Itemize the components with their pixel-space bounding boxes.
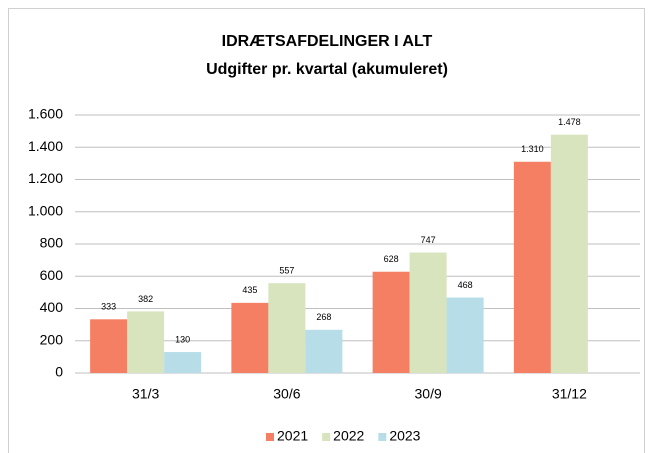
y-tick-label: 1.400 bbox=[28, 138, 63, 154]
legend-label: 2023 bbox=[389, 428, 420, 444]
chart-subtitle: Udgifter pr. kvartal (akumuleret) bbox=[206, 61, 448, 78]
chart-title: IDRÆTSAFDELINGER I ALT bbox=[222, 33, 433, 50]
x-tick-label: 31/3 bbox=[132, 386, 159, 402]
value-label: 468 bbox=[458, 280, 473, 290]
value-label: 382 bbox=[138, 294, 153, 304]
value-label: 557 bbox=[279, 266, 294, 276]
bar bbox=[305, 329, 343, 373]
legend-swatch bbox=[322, 433, 331, 441]
x-tick-label: 30/9 bbox=[415, 386, 442, 402]
legend-swatch bbox=[266, 433, 274, 441]
x-tick-label: 30/6 bbox=[273, 386, 300, 402]
bar bbox=[127, 311, 165, 373]
bar bbox=[268, 283, 306, 373]
bar bbox=[372, 271, 410, 373]
value-label: 130 bbox=[175, 334, 190, 344]
bar bbox=[90, 319, 128, 373]
value-label: 268 bbox=[316, 312, 331, 322]
legend-label: 2022 bbox=[333, 428, 364, 444]
bar bbox=[231, 302, 269, 373]
y-tick-label: 600 bbox=[40, 267, 64, 283]
y-tick-label: 400 bbox=[40, 299, 64, 315]
legend-label: 2021 bbox=[277, 428, 308, 444]
value-label: 747 bbox=[421, 235, 436, 245]
y-tick-label: 200 bbox=[40, 331, 64, 347]
legend-swatch bbox=[378, 433, 387, 441]
value-label: 333 bbox=[101, 302, 116, 312]
value-label: 1.310 bbox=[521, 144, 544, 154]
value-label: 435 bbox=[242, 285, 257, 295]
y-tick-label: 800 bbox=[40, 235, 64, 251]
y-tick-label: 1.200 bbox=[28, 170, 63, 186]
bar bbox=[409, 252, 447, 373]
bar bbox=[164, 352, 202, 373]
y-tick-label: 0 bbox=[55, 364, 63, 380]
value-label: 628 bbox=[384, 254, 399, 264]
x-tick-label: 31/12 bbox=[552, 386, 587, 402]
y-tick-label: 1.600 bbox=[28, 106, 63, 122]
bar bbox=[550, 134, 588, 373]
y-tick-label: 1.000 bbox=[28, 202, 63, 218]
bar bbox=[446, 297, 484, 373]
value-label: 1.478 bbox=[558, 117, 581, 127]
bar bbox=[513, 161, 551, 373]
